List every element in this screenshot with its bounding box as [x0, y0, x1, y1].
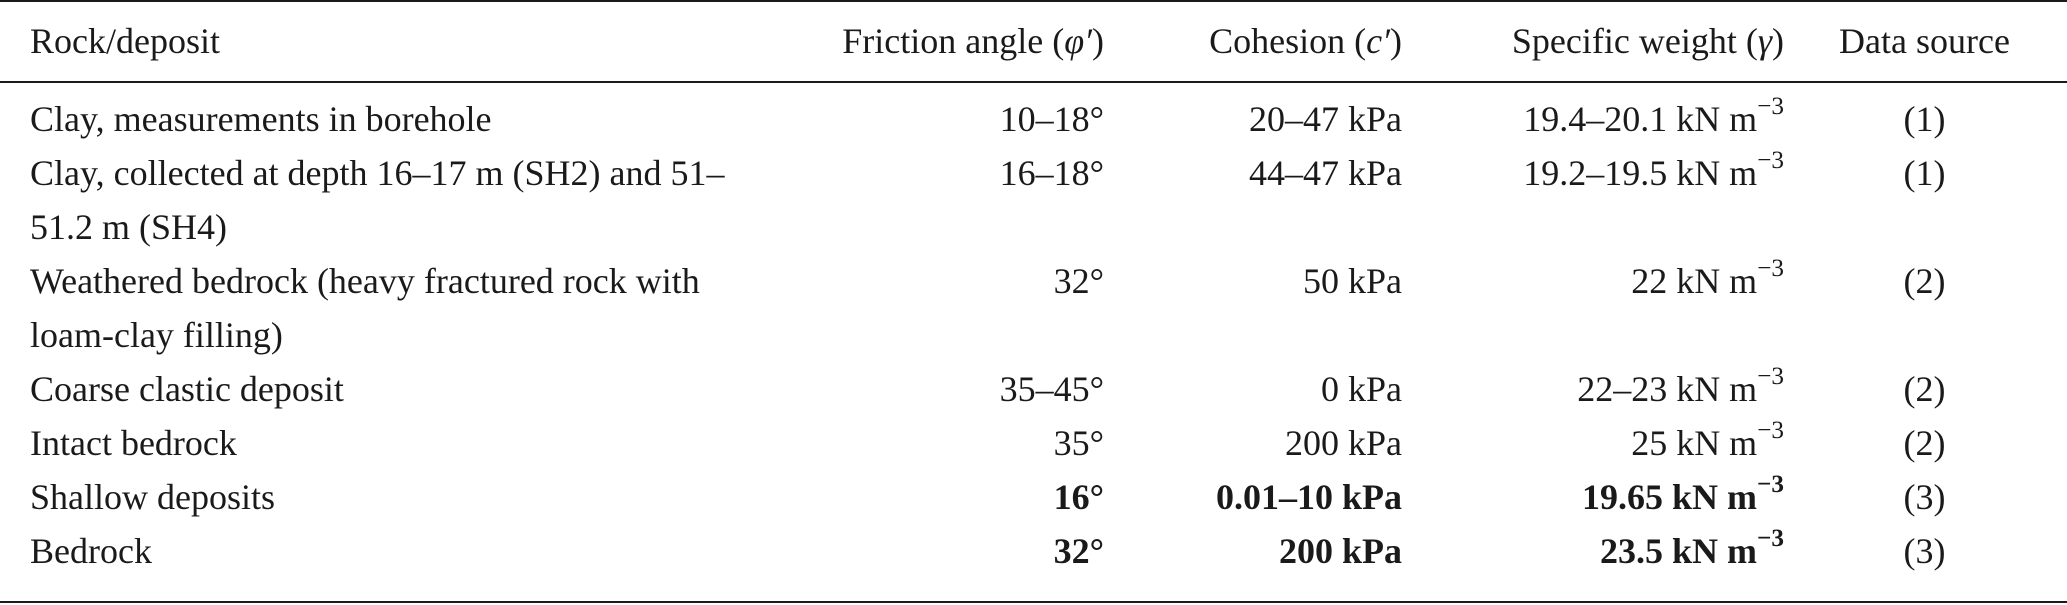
- cohesion-cell: 200 kPa: [1285, 423, 1402, 463]
- header-cohesion-close: ): [1390, 21, 1402, 61]
- rock-deposit-cell: Clay, measurements in borehole: [30, 99, 492, 139]
- friction-angle-cell: 16°: [1053, 477, 1104, 517]
- specific-weight-value: 22–23 kN m: [1577, 369, 1758, 409]
- header-friction-symbol: φ′: [1064, 21, 1092, 61]
- cohesion-cell: 44–47 kPa: [1249, 153, 1402, 193]
- data-source-cell: (2): [1903, 369, 1946, 409]
- rock-deposit-cell: Clay, collected at depth 16–17 m (SH2) a…: [30, 153, 725, 247]
- friction-angle-cell: 35–45°: [999, 369, 1104, 409]
- cohesion-cell: 0.01–10 kPa: [1215, 477, 1402, 517]
- data-source-cell: (1): [1903, 153, 1946, 193]
- rock-properties-table: Rock/deposit Friction angle (φ′) Cohesio…: [0, 0, 2067, 578]
- friction-angle-cell: 32°: [1053, 261, 1104, 301]
- cohesion-cell: 20–47 kPa: [1249, 99, 1402, 139]
- header-rule: [0, 81, 2067, 83]
- data-source-cell: (2): [1903, 423, 1946, 463]
- rock-deposit-cell: Coarse clastic deposit: [30, 369, 344, 409]
- rock-deposit-cell: Weathered bedrock (heavy fractured rock …: [30, 261, 700, 355]
- rock-deposit-cell: Bedrock: [30, 531, 152, 571]
- friction-angle-cell: 16–18°: [999, 153, 1104, 193]
- friction-angle-cell: 10–18°: [999, 99, 1104, 139]
- rock-deposit-cell: Shallow deposits: [30, 477, 276, 517]
- unit-exponent: −3: [1757, 363, 1784, 391]
- specific-weight-value: 22 kN m: [1631, 261, 1758, 301]
- header-weight-close: ): [1772, 21, 1784, 61]
- friction-angle-cell: 32°: [1053, 531, 1104, 571]
- friction-angle-cell: 35°: [1053, 423, 1104, 463]
- specific-weight-value: 19.4–20.1 kN m: [1523, 99, 1758, 139]
- bottom-rule: [0, 601, 2067, 603]
- specific-weight-value: 19.2–19.5 kN m: [1523, 153, 1758, 193]
- specific-weight-cell: 19.2–19.5 kN m−3: [1407, 146, 1792, 254]
- header-friction-label: Friction angle (: [842, 21, 1065, 61]
- header-weight-symbol: γ: [1757, 21, 1772, 61]
- table-row: Clay, collected at depth 16–17 m (SH2) a…: [0, 146, 2067, 254]
- specific-weight-value: 25 kN m: [1631, 423, 1758, 463]
- specific-weight-cell: 22 kN m−3: [1407, 254, 1792, 362]
- data-source-cell: (3): [1903, 531, 1946, 571]
- rock-deposit-cell: Intact bedrock: [30, 423, 237, 463]
- unit-exponent: −3: [1757, 93, 1784, 121]
- unit-exponent: −3: [1757, 147, 1784, 175]
- specific-weight-cell: 19.65 kN m−3: [1407, 470, 1792, 524]
- table-row: Intact bedrock 35° 200 kPa 25 kN m−3 (2): [0, 416, 2067, 470]
- header-friction-close: ): [1092, 21, 1104, 61]
- header-data-source: Data source: [1839, 21, 2010, 61]
- cohesion-cell: 50 kPa: [1303, 261, 1402, 301]
- cohesion-cell: 200 kPa: [1278, 531, 1402, 571]
- top-rule: [0, 0, 2067, 2]
- specific-weight-cell: 19.4–20.1 kN m−3: [1407, 82, 1792, 146]
- header-cohesion: Cohesion (c′): [1117, 0, 1407, 82]
- specific-weight-value: 19.65 kN m: [1582, 477, 1758, 517]
- table-row: Shallow deposits 16° 0.01–10 kPa 19.65 kN m…: [0, 470, 2067, 524]
- table-row: Coarse clastic deposit 35–45° 0 kPa 22–23 k…: [0, 362, 2067, 416]
- table-row: Clay, measurements in borehole 10–18° 20–4…: [0, 82, 2067, 146]
- unit-exponent: −3: [1757, 255, 1784, 283]
- specific-weight-cell: 25 kN m−3: [1407, 416, 1792, 470]
- header-specific-weight: Specific weight (γ): [1407, 0, 1792, 82]
- data-source-cell: (2): [1903, 261, 1946, 301]
- unit-exponent: −3: [1757, 525, 1784, 553]
- header-rock-deposit: Rock/deposit: [30, 21, 220, 61]
- unit-exponent: −3: [1757, 471, 1784, 499]
- specific-weight-cell: 23.5 kN m−3: [1407, 524, 1792, 578]
- header-row: Rock/deposit Friction angle (φ′) Cohesio…: [0, 0, 2067, 82]
- data-source-cell: (1): [1903, 99, 1946, 139]
- data-source-cell: (3): [1903, 477, 1946, 517]
- table-row: Weathered bedrock (heavy fractured rock …: [0, 254, 2067, 362]
- cohesion-cell: 0 kPa: [1321, 369, 1402, 409]
- unit-exponent: −3: [1757, 417, 1784, 445]
- header-cohesion-symbol: c′: [1366, 21, 1390, 61]
- table-body: Clay, measurements in borehole 10–18° 20–4…: [0, 82, 2067, 578]
- header-cohesion-label: Cohesion (: [1209, 21, 1367, 61]
- table-row: Bedrock 32° 200 kPa 23.5 kN m−3 (3): [0, 524, 2067, 578]
- specific-weight-value: 23.5 kN m: [1600, 531, 1758, 571]
- header-weight-label: Specific weight (: [1511, 21, 1758, 61]
- specific-weight-cell: 22–23 kN m−3: [1407, 362, 1792, 416]
- header-friction-angle: Friction angle (φ′): [762, 0, 1117, 82]
